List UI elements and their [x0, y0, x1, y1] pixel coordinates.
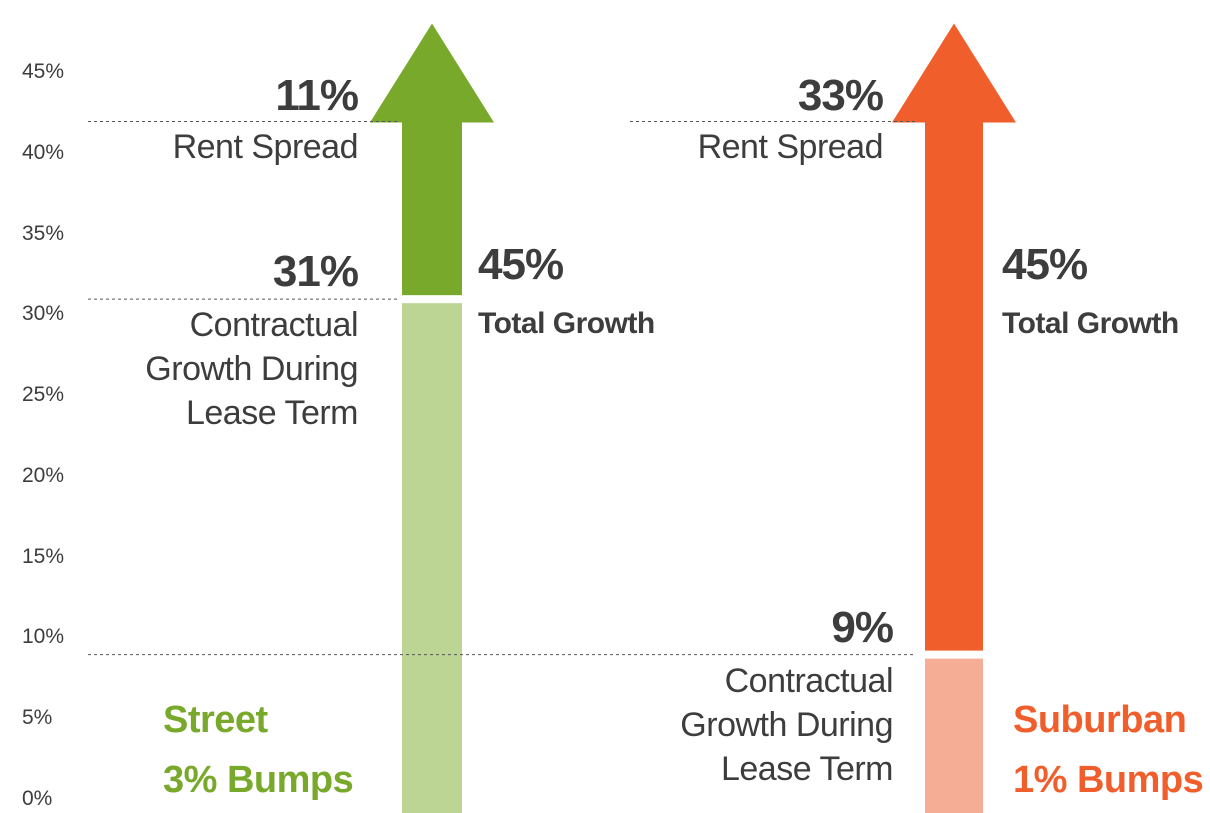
category-label: Suburban	[1013, 699, 1187, 741]
y-tick-label: 0%	[22, 787, 53, 810]
category-note: 1% Bumps	[1013, 759, 1204, 801]
y-tick-label: 5%	[22, 706, 53, 730]
y-tick-label: 35%	[22, 221, 65, 245]
value-label: 9%	[831, 602, 894, 652]
bar-segment	[925, 658, 983, 813]
bar-segment	[402, 303, 462, 813]
category-label: Street	[163, 699, 268, 741]
series-label: Rent Spread	[172, 128, 359, 167]
total-caption: Total Growth	[1002, 307, 1179, 340]
series-label: Contractual Growth During Lease Term	[145, 306, 358, 433]
total-label: 45%	[478, 240, 564, 289]
total-label: 45%	[1002, 240, 1088, 289]
series-label: Rent Spread	[697, 128, 884, 167]
arrow-head	[370, 23, 494, 123]
category-note: 3% Bumps	[163, 759, 354, 801]
y-tick-label: 25%	[22, 383, 65, 407]
value-label: 11%	[275, 71, 359, 121]
series-label: Contractual Growth During Lease Term	[680, 661, 893, 788]
y-tick-label: 20%	[22, 463, 65, 487]
y-tick-label: 15%	[22, 544, 65, 568]
y-tick-label: 10%	[22, 625, 65, 649]
y-tick-label: 30%	[22, 302, 65, 326]
value-label: 33%	[797, 71, 884, 121]
y-tick-label: 45%	[22, 60, 65, 83]
y-tick-label: 40%	[22, 140, 65, 164]
bar-segment	[402, 121, 462, 296]
value-label: 31%	[272, 247, 359, 297]
bar-segment	[925, 121, 983, 651]
total-caption: Total Growth	[478, 307, 655, 340]
arrow-head	[892, 23, 1016, 123]
